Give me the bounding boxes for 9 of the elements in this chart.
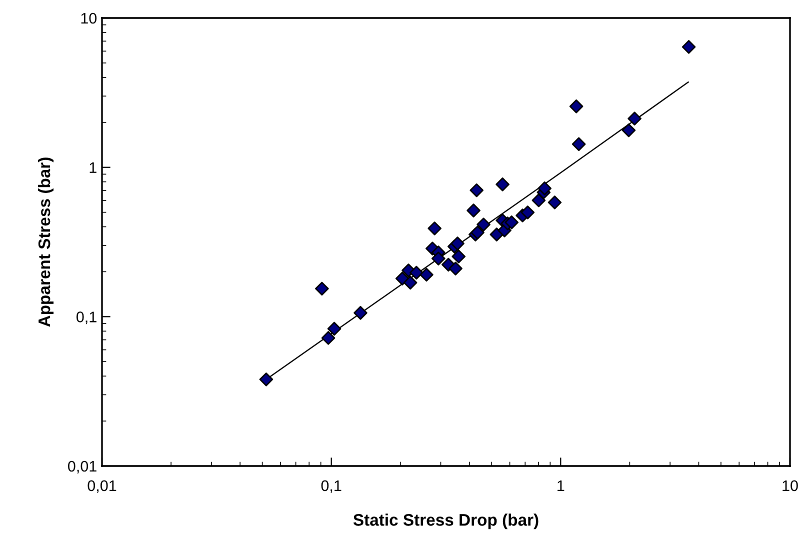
y-tick-label: 1: [90, 162, 96, 173]
x-axis-title: Static Stress Drop (bar): [353, 514, 538, 530]
y-tick-label: 0,1: [76, 312, 96, 324]
x-tick-label: 1: [558, 480, 564, 491]
y-axis-title: Apparent Stress (bar): [38, 158, 54, 327]
y-tick-label: 0,01: [68, 460, 96, 474]
y-tick-label: 10: [81, 12, 97, 24]
x-tick-label: 10: [782, 480, 798, 492]
x-tick-label: 0,1: [321, 480, 342, 493]
